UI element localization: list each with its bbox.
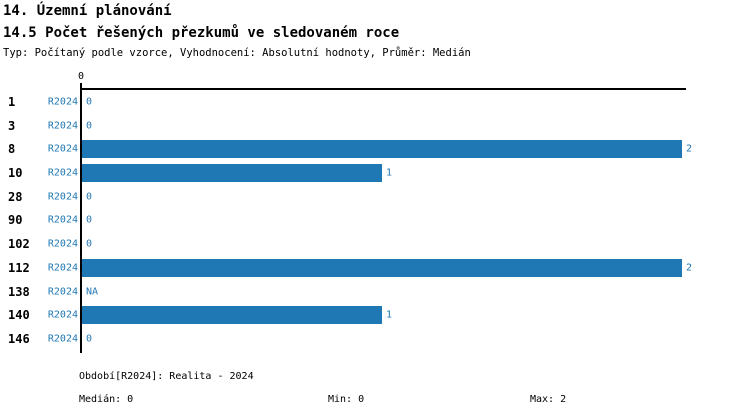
chart-row: 3 R2024 0 xyxy=(0,114,750,138)
period-legend: Období[R2024]: Realita - 2024 xyxy=(79,371,254,382)
chart-row: 1 R2024 0 xyxy=(0,90,750,114)
max-stat: Max: 2 xyxy=(530,394,567,405)
category-label: 28 xyxy=(8,189,23,204)
median-stat: Medián: 0 xyxy=(79,394,134,405)
chart-row: 102 R2024 0 xyxy=(0,232,750,256)
value-label: 2 xyxy=(686,143,693,155)
value-label: 2 xyxy=(686,262,693,274)
value-label: 0 xyxy=(86,238,93,250)
value-label: 1 xyxy=(386,309,393,321)
series-label: R2024 xyxy=(47,191,78,203)
category-label: 138 xyxy=(8,284,30,299)
series-label: R2024 xyxy=(47,309,78,321)
series-label: R2024 xyxy=(47,96,78,108)
x-axis-tick-mark xyxy=(80,83,82,89)
x-axis-zero-tick-label: 0 xyxy=(77,71,85,82)
series-label: R2024 xyxy=(47,262,78,274)
chart-row: 138 R2024 NA xyxy=(0,280,750,304)
category-label: 10 xyxy=(8,166,23,181)
chart-rows: 1 R2024 0 3 R2024 0 8 R2024 2 10 R2024 1 28 R2024 0 90 R… xyxy=(0,90,750,351)
chart-meta-info: Typ: Počítaný podle vzorce, Vyhodnocení:… xyxy=(3,47,471,59)
value-bar xyxy=(82,306,382,325)
series-label: R2024 xyxy=(47,214,78,226)
value-label: 0 xyxy=(86,191,93,203)
value-label: 0 xyxy=(86,96,93,108)
value-bar xyxy=(82,164,382,183)
chart-row: 140 R2024 1 xyxy=(0,303,750,327)
min-stat: Min: 0 xyxy=(328,394,365,405)
chart-row: 146 R2024 0 xyxy=(0,327,750,351)
value-bar xyxy=(82,258,682,277)
series-label: R2024 xyxy=(47,333,78,345)
category-label: 102 xyxy=(8,237,30,252)
category-label: 140 xyxy=(8,308,30,323)
chart-row: 10 R2024 1 xyxy=(0,161,750,185)
value-label: NA xyxy=(86,286,99,298)
value-label: 0 xyxy=(86,333,93,345)
category-label: 1 xyxy=(8,94,16,109)
chart-row: 112 R2024 2 xyxy=(0,256,750,280)
category-label: 112 xyxy=(8,260,30,275)
chart-row: 28 R2024 0 xyxy=(0,185,750,209)
series-label: R2024 xyxy=(47,143,78,155)
value-label: 0 xyxy=(86,214,93,226)
category-label: 3 xyxy=(8,118,16,133)
series-label: R2024 xyxy=(47,286,78,298)
chart-row: 8 R2024 2 xyxy=(0,137,750,161)
value-label: 1 xyxy=(386,167,393,179)
value-bar xyxy=(82,140,682,159)
value-label: 0 xyxy=(86,120,93,132)
series-label: R2024 xyxy=(47,238,78,250)
chart-title: 14. Územní plánování xyxy=(3,3,172,19)
series-label: R2024 xyxy=(47,120,78,132)
chart-subtitle: 14.5 Počet řešených přezkumů ve sledovan… xyxy=(3,25,400,41)
category-label: 8 xyxy=(8,142,16,157)
x-axis-line xyxy=(80,88,686,90)
y-axis-line xyxy=(80,88,82,353)
category-label: 90 xyxy=(8,213,23,228)
category-label: 146 xyxy=(8,332,30,347)
series-label: R2024 xyxy=(47,167,78,179)
chart-row: 90 R2024 0 xyxy=(0,209,750,233)
